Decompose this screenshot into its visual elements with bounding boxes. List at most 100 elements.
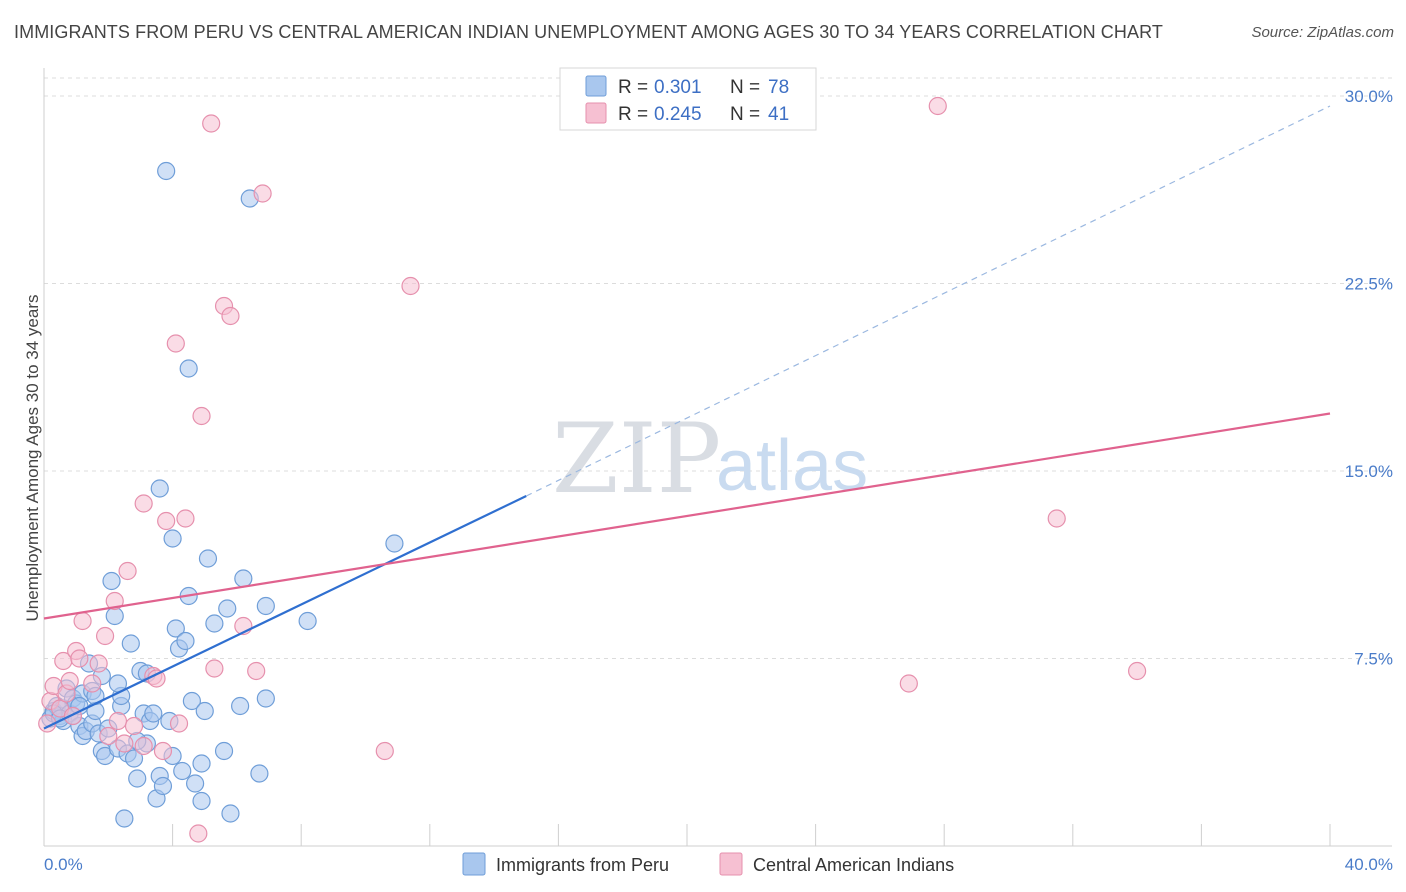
source-label: Source: ZipAtlas.com — [1251, 24, 1394, 41]
peru-point-55 — [195, 701, 214, 721]
cai-point-21 — [134, 494, 153, 513]
peru-point-23 — [102, 571, 121, 591]
cai-point-11 — [83, 674, 102, 693]
peru-point-53 — [192, 754, 211, 773]
legend: R = 0.301 N = 78 R = 0.245 N = 41 — [559, 67, 817, 131]
peru-point-57 — [205, 614, 224, 633]
watermark: ZIP atlas — [552, 403, 868, 515]
peru-point-68 — [385, 534, 404, 553]
bottom-legend-swatch-cai — [719, 852, 743, 876]
peru-point-59 — [218, 599, 237, 618]
cai-point-14 — [99, 726, 118, 746]
cai-point-6 — [60, 671, 79, 691]
peru-point-52 — [186, 774, 205, 793]
bottom-legend-label-peru: Immigrants from Peru — [496, 855, 669, 875]
cai-point-38 — [375, 741, 394, 761]
peru-point-54 — [192, 791, 211, 811]
cai-point-41 — [928, 96, 947, 116]
peru-point-41 — [153, 776, 173, 796]
cai-point-18 — [118, 561, 137, 581]
peru-point-56 — [198, 549, 218, 568]
cai-point-19 — [124, 716, 144, 736]
x-tick-label-0: 0.0% — [44, 855, 83, 874]
legend-swatch-cai — [585, 102, 607, 124]
peru-point-32 — [128, 769, 147, 788]
legend-r-value-cai: 0.245 — [654, 104, 702, 125]
trend-line-peru — [43, 495, 527, 730]
cai-point-36 — [247, 661, 266, 681]
legend-r-label-cai: R = — [618, 104, 648, 125]
peru-point-48 — [176, 631, 195, 651]
watermark-atlas: atlas — [716, 426, 868, 506]
watermark-zip: ZIP — [552, 403, 721, 515]
cai-point-17 — [115, 734, 134, 753]
y-tick-label-2: 22.5% — [1345, 275, 1393, 294]
cai-point-28 — [176, 509, 195, 528]
cai-point-10 — [73, 611, 92, 631]
peru-point-61 — [231, 696, 250, 716]
legend-n-label-cai: N = — [730, 104, 760, 125]
series-peru-points — [41, 161, 404, 828]
peru-point-66 — [256, 596, 275, 616]
cai-point-20 — [134, 736, 153, 756]
x-tick-labels: 0.0% 40.0% — [44, 855, 1393, 874]
peru-point-67 — [298, 611, 317, 631]
cai-point-12 — [89, 654, 108, 673]
legend-swatch-peru — [585, 75, 607, 97]
cai-point-27 — [169, 714, 189, 733]
peru-point-40 — [150, 479, 169, 498]
peru-point-51 — [182, 691, 201, 711]
trend-line-cai — [43, 412, 1331, 620]
x-tick-label-1: 40.0% — [1345, 855, 1393, 874]
y-axis-label: Unemployment Among Ages 30 to 34 years — [23, 295, 42, 622]
cai-point-7 — [63, 706, 83, 726]
cai-point-30 — [192, 406, 211, 426]
cai-point-13 — [95, 626, 115, 646]
cai-point-24 — [153, 741, 173, 761]
bottom-legend-swatch-peru — [462, 852, 486, 876]
peru-point-65 — [256, 689, 275, 708]
cai-point-9 — [70, 649, 89, 668]
peru-point-58 — [214, 741, 234, 761]
cai-point-16 — [108, 711, 128, 731]
peru-point-37 — [144, 704, 163, 723]
peru-point-50 — [179, 359, 198, 378]
series-cai-points — [38, 96, 1147, 843]
chart-title: IMMIGRANTS FROM PERU VS CENTRAL AMERICAN… — [14, 22, 1163, 42]
bottom-legend: Immigrants from Peru Central American In… — [462, 852, 954, 876]
peru-point-28 — [115, 809, 134, 828]
peru-point-31 — [124, 749, 144, 768]
cai-point-15 — [105, 591, 124, 611]
cai-point-32 — [202, 114, 221, 133]
trend-lines — [43, 105, 1331, 730]
cai-point-37 — [253, 184, 272, 203]
legend-n-value-peru: 78 — [768, 77, 789, 98]
cai-point-31 — [205, 659, 224, 678]
peru-point-60 — [221, 804, 240, 823]
peru-point-42 — [157, 161, 176, 181]
cai-point-40 — [899, 674, 918, 693]
peru-point-62 — [234, 569, 253, 588]
cai-point-42 — [1047, 509, 1066, 528]
legend-r-label-peru: R = — [618, 77, 648, 98]
bottom-legend-label-cai: Central American Indians — [753, 855, 954, 875]
cai-point-34 — [221, 306, 240, 326]
y-tick-label-3: 30.0% — [1345, 87, 1393, 106]
y-tick-labels: 7.5% 15.0% 22.5% 30.0% — [1345, 87, 1393, 669]
peru-point-64 — [250, 764, 269, 783]
legend-r-value-peru: 0.301 — [654, 77, 702, 98]
peru-point-47 — [173, 761, 192, 781]
peru-point-45 — [166, 619, 185, 638]
y-tick-label-0: 7.5% — [1354, 650, 1393, 669]
peru-point-44 — [163, 529, 182, 548]
trend-line-peru-extension — [525, 105, 1331, 497]
cai-point-43 — [1127, 661, 1147, 681]
cai-point-29 — [189, 824, 208, 843]
y-tick-label-1: 15.0% — [1345, 462, 1393, 481]
cai-point-39 — [401, 276, 420, 296]
peru-point-30 — [121, 634, 140, 653]
legend-n-value-cai: 41 — [768, 104, 789, 125]
cai-point-25 — [157, 511, 176, 531]
legend-n-label-peru: N = — [730, 77, 760, 98]
